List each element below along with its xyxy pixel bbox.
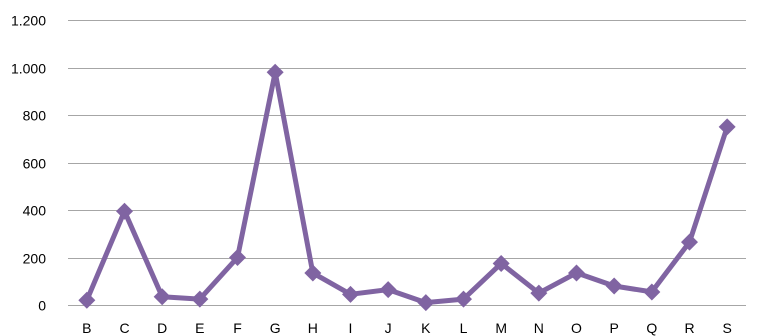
data-point-Q — [643, 283, 661, 301]
x-tick-label: R — [684, 320, 694, 336]
y-tick-label: 1.000 — [11, 61, 46, 77]
x-tick-label: G — [270, 320, 281, 336]
y-tick-label: 800 — [23, 108, 47, 124]
data-point-G — [266, 63, 284, 81]
data-point-D — [153, 288, 171, 306]
data-point-L — [455, 290, 472, 308]
x-tick-label: I — [349, 320, 353, 336]
y-tick-label: 0 — [38, 298, 46, 314]
series-layer — [78, 63, 736, 312]
x-tick-label: Q — [646, 320, 657, 336]
data-point-C — [116, 202, 133, 220]
grid-lines — [68, 20, 746, 306]
data-point-F — [229, 249, 246, 266]
x-tick-label: D — [157, 320, 167, 336]
data-point-J — [379, 281, 397, 299]
data-point-S — [718, 118, 736, 136]
data-point-I — [342, 285, 359, 303]
y-axis-tick-labels: 0 200 400 600 800 1.000 1.200 — [11, 13, 46, 314]
x-tick-label: H — [308, 320, 318, 336]
x-tick-label: O — [571, 320, 582, 336]
x-tick-label: E — [195, 320, 204, 336]
x-tick-label: J — [385, 320, 392, 336]
x-tick-label: B — [82, 320, 91, 336]
x-tick-label: F — [233, 320, 242, 336]
data-point-E — [191, 290, 209, 308]
y-tick-label: 1.200 — [11, 13, 46, 29]
data-point-K — [417, 294, 435, 312]
x-axis-tick-labels: B C D E F G H I J K L M N O P Q R S — [82, 320, 732, 336]
x-tick-label: L — [460, 320, 468, 336]
x-tick-label: C — [119, 320, 129, 336]
y-tick-label: 400 — [23, 203, 47, 219]
data-point-M — [492, 254, 510, 272]
x-tick-label: S — [722, 320, 731, 336]
x-tick-label: M — [495, 320, 507, 336]
series-line — [84, 69, 730, 306]
x-tick-label: K — [421, 320, 431, 336]
data-point-P — [605, 277, 623, 295]
data-point-O — [568, 264, 585, 282]
data-point-H — [304, 264, 322, 282]
x-tick-label: P — [609, 320, 618, 336]
y-tick-label: 200 — [23, 251, 47, 267]
data-point-N — [530, 284, 548, 302]
y-tick-label: 600 — [23, 156, 47, 172]
data-point-R — [681, 233, 698, 251]
data-point-B — [78, 291, 96, 309]
x-tick-label: N — [534, 320, 544, 336]
